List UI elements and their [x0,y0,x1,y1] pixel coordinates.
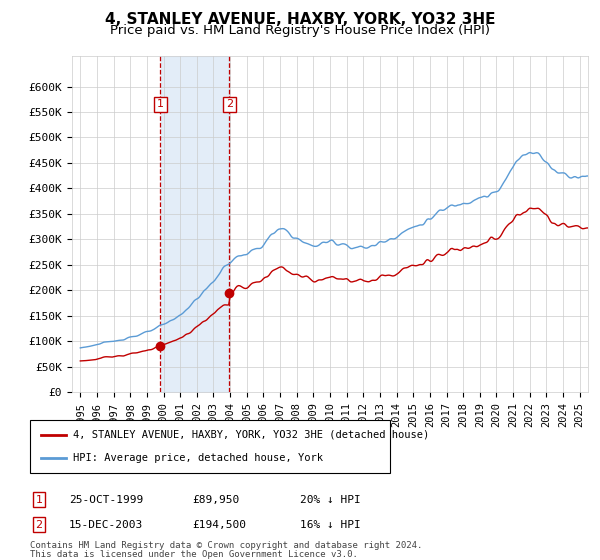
Text: 4, STANLEY AVENUE, HAXBY, YORK, YO32 3HE (detached house): 4, STANLEY AVENUE, HAXBY, YORK, YO32 3HE… [73,430,430,440]
Text: 1: 1 [157,99,164,109]
FancyBboxPatch shape [30,420,390,473]
Text: 2: 2 [226,99,233,109]
Text: 4, STANLEY AVENUE, HAXBY, YORK, YO32 3HE: 4, STANLEY AVENUE, HAXBY, YORK, YO32 3HE [105,12,495,27]
Text: Contains HM Land Registry data © Crown copyright and database right 2024.: Contains HM Land Registry data © Crown c… [30,541,422,550]
Text: This data is licensed under the Open Government Licence v3.0.: This data is licensed under the Open Gov… [30,550,358,559]
Text: Price paid vs. HM Land Registry's House Price Index (HPI): Price paid vs. HM Land Registry's House … [110,24,490,37]
Text: 25-OCT-1999: 25-OCT-1999 [69,494,143,505]
Text: 15-DEC-2003: 15-DEC-2003 [69,520,143,530]
Text: 2: 2 [35,520,43,530]
Text: HPI: Average price, detached house, York: HPI: Average price, detached house, York [73,453,323,463]
Text: £89,950: £89,950 [192,494,239,505]
Text: £194,500: £194,500 [192,520,246,530]
Text: 20% ↓ HPI: 20% ↓ HPI [300,494,361,505]
Text: 1: 1 [35,494,43,505]
Text: 16% ↓ HPI: 16% ↓ HPI [300,520,361,530]
